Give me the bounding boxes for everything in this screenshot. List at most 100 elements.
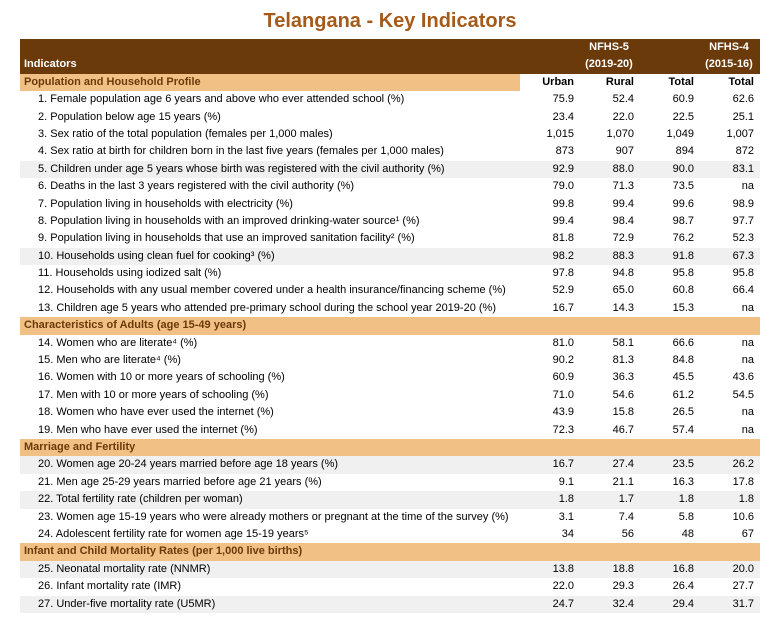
table-row: 11. Households using iodized salt (%)97.… <box>20 265 760 282</box>
col-nfhs5: NFHS-5 <box>520 39 700 56</box>
row-label: 23. Women age 15-19 years who were alrea… <box>20 509 520 526</box>
val-total4: na <box>700 404 760 421</box>
val-rural: 98.4 <box>580 213 640 230</box>
val-rural: 52.4 <box>580 91 640 108</box>
val-rural: 29.3 <box>580 578 640 595</box>
val-rural: 58.1 <box>580 335 640 352</box>
val-urban: 873 <box>520 143 580 160</box>
val-rural: 46.7 <box>580 422 640 439</box>
header-blank <box>20 39 520 56</box>
val-urban: 97.8 <box>520 265 580 282</box>
row-label: 14. Women who are literate⁴ (%) <box>20 335 520 352</box>
val-rural: 7.4 <box>580 509 640 526</box>
table-row: 19. Men who have ever used the internet … <box>20 422 760 439</box>
val-total4: 31.7 <box>700 596 760 613</box>
val-total4: 10.6 <box>700 509 760 526</box>
val-total5: 5.8 <box>640 509 700 526</box>
val-urban: 98.2 <box>520 248 580 265</box>
row-label: 8. Population living in households with … <box>20 213 520 230</box>
val-total4: 97.7 <box>700 213 760 230</box>
val-total4: 52.3 <box>700 230 760 247</box>
row-label: 10. Households using clean fuel for cook… <box>20 248 520 265</box>
row-label: 3. Sex ratio of the total population (fe… <box>20 126 520 143</box>
val-urban: 71.0 <box>520 387 580 404</box>
val-total4: na <box>700 300 760 317</box>
table-row: 1. Female population age 6 years and abo… <box>20 91 760 108</box>
row-label: 22. Total fertility rate (children per w… <box>20 491 520 508</box>
val-total5: 84.8 <box>640 352 700 369</box>
val-total4: 67 <box>700 526 760 543</box>
indicators-table: NFHS-5NFHS-4Indicators(2019-20)(2015-16)… <box>20 39 760 613</box>
val-urban: 16.7 <box>520 456 580 473</box>
val-total5: 99.6 <box>640 196 700 213</box>
val-total5: 26.4 <box>640 578 700 595</box>
row-label: 1. Female population age 6 years and abo… <box>20 91 520 108</box>
table-row: 24. Adolescent fertility rate for women … <box>20 526 760 543</box>
val-total5: 48 <box>640 526 700 543</box>
val-urban: 9.1 <box>520 474 580 491</box>
val-urban: 34 <box>520 526 580 543</box>
val-total4: na <box>700 178 760 195</box>
table-row: 27. Under-five mortality rate (U5MR)24.7… <box>20 596 760 613</box>
val-urban: 60.9 <box>520 369 580 386</box>
col-total4: Total <box>700 74 760 91</box>
val-total5: 98.7 <box>640 213 700 230</box>
val-total5: 60.9 <box>640 91 700 108</box>
table-row: 25. Neonatal mortality rate (NNMR)13.818… <box>20 561 760 578</box>
val-total5: 894 <box>640 143 700 160</box>
val-total5: 29.4 <box>640 596 700 613</box>
val-urban: 13.8 <box>520 561 580 578</box>
val-total5: 22.5 <box>640 109 700 126</box>
val-total5: 57.4 <box>640 422 700 439</box>
table-row: 18. Women who have ever used the interne… <box>20 404 760 421</box>
val-total4: na <box>700 352 760 369</box>
val-total4: 67.3 <box>700 248 760 265</box>
val-total4: 95.8 <box>700 265 760 282</box>
row-label: 5. Children under age 5 years whose birt… <box>20 161 520 178</box>
val-urban: 3.1 <box>520 509 580 526</box>
val-total4: 43.6 <box>700 369 760 386</box>
table-row: 22. Total fertility rate (children per w… <box>20 491 760 508</box>
val-total4: 26.2 <box>700 456 760 473</box>
row-label: 15. Men who are literate⁴ (%) <box>20 352 520 369</box>
col-total5: Total <box>640 74 700 91</box>
val-rural: 81.3 <box>580 352 640 369</box>
val-total5: 95.8 <box>640 265 700 282</box>
val-rural: 15.8 <box>580 404 640 421</box>
section-header: Marriage and Fertility <box>20 439 520 456</box>
val-total4: 872 <box>700 143 760 160</box>
section-header: Population and Household Profile <box>20 74 520 91</box>
val-rural: 54.6 <box>580 387 640 404</box>
table-row: 6. Deaths in the last 3 years registered… <box>20 178 760 195</box>
val-total4: 27.7 <box>700 578 760 595</box>
table-row: 2. Population below age 15 years (%)23.4… <box>20 109 760 126</box>
val-urban: 75.9 <box>520 91 580 108</box>
val-total5: 16.8 <box>640 561 700 578</box>
val-urban: 1.8 <box>520 491 580 508</box>
val-total4: 1,007 <box>700 126 760 143</box>
table-row: 17. Men with 10 or more years of schooli… <box>20 387 760 404</box>
table-row: 16. Women with 10 or more years of schoo… <box>20 369 760 386</box>
row-label: 17. Men with 10 or more years of schooli… <box>20 387 520 404</box>
val-total5: 76.2 <box>640 230 700 247</box>
val-total5: 60.8 <box>640 282 700 299</box>
table-row: 14. Women who are literate⁴ (%)81.058.16… <box>20 335 760 352</box>
section-blank <box>520 439 760 456</box>
val-rural: 22.0 <box>580 109 640 126</box>
val-total5: 91.8 <box>640 248 700 265</box>
col-urban: Urban <box>520 74 580 91</box>
val-rural: 65.0 <box>580 282 640 299</box>
val-urban: 43.9 <box>520 404 580 421</box>
val-total5: 15.3 <box>640 300 700 317</box>
table-row: 8. Population living in households with … <box>20 213 760 230</box>
row-label: 24. Adolescent fertility rate for women … <box>20 526 520 543</box>
table-row: 4. Sex ratio at birth for children born … <box>20 143 760 160</box>
row-label: 19. Men who have ever used the internet … <box>20 422 520 439</box>
val-urban: 22.0 <box>520 578 580 595</box>
val-total5: 23.5 <box>640 456 700 473</box>
row-label: 2. Population below age 15 years (%) <box>20 109 520 126</box>
val-total4: 98.9 <box>700 196 760 213</box>
row-label: 27. Under-five mortality rate (U5MR) <box>20 596 520 613</box>
table-row: 3. Sex ratio of the total population (fe… <box>20 126 760 143</box>
row-label: 25. Neonatal mortality rate (NNMR) <box>20 561 520 578</box>
